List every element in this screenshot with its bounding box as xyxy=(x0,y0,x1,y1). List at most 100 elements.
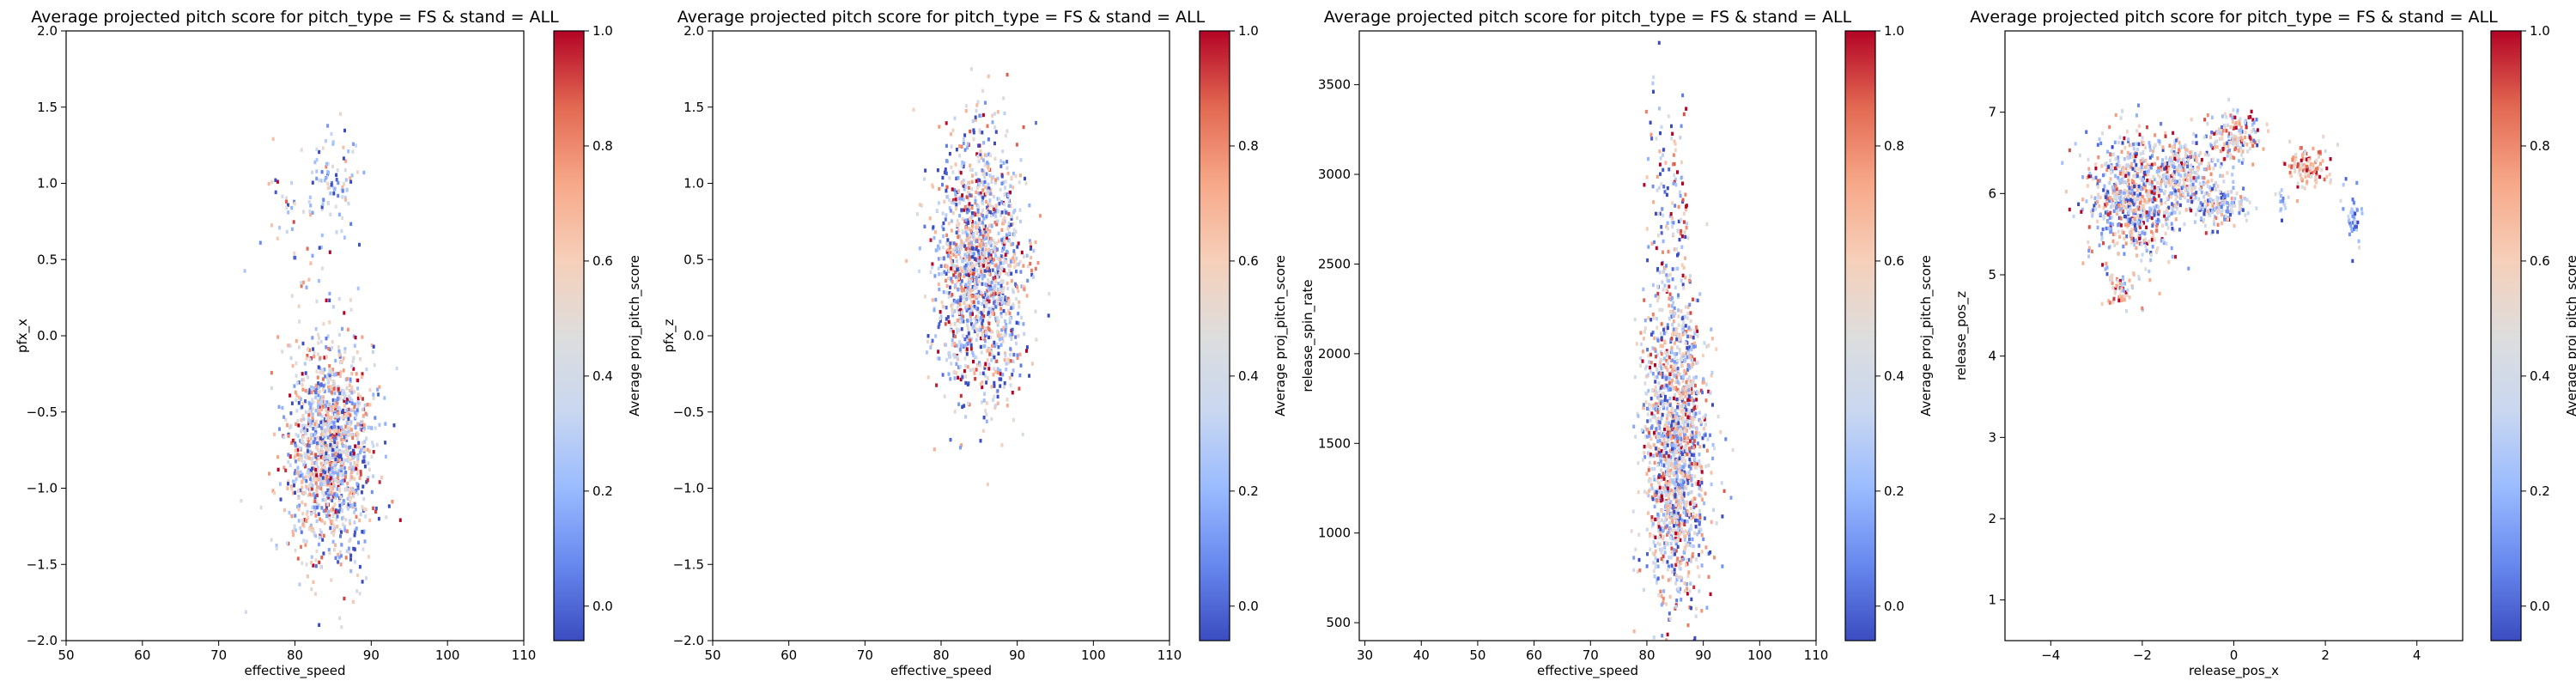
heatmap-cell xyxy=(958,347,962,352)
heatmap-cell xyxy=(1676,556,1680,561)
heatmap-cell xyxy=(1684,256,1686,260)
heatmap-cell xyxy=(2086,175,2089,179)
heatmap-cell xyxy=(993,263,996,267)
heatmap-cell xyxy=(300,418,303,423)
heatmap-cell xyxy=(1677,333,1680,338)
heatmap-cell xyxy=(311,505,314,509)
heatmap-cell xyxy=(967,401,970,405)
heatmap-cell xyxy=(969,288,972,292)
heatmap-cell xyxy=(981,221,984,225)
heatmap-cell xyxy=(347,201,350,206)
heatmap-cell xyxy=(972,128,975,132)
heatmap-cell xyxy=(958,243,962,247)
heatmap-cell xyxy=(1000,238,1004,242)
heatmap-cell xyxy=(293,384,296,388)
heatmap-cell xyxy=(959,237,963,241)
heatmap-cell xyxy=(1647,316,1650,320)
heatmap-cell xyxy=(996,333,999,338)
heatmap-cell xyxy=(323,465,326,470)
heatmap-cell xyxy=(1692,511,1695,515)
heatmap-cell xyxy=(983,291,987,295)
heatmap-cell xyxy=(972,137,975,142)
colorbar-tick-label: 0.0 xyxy=(592,599,613,614)
heatmap-cell xyxy=(1709,433,1711,437)
heatmap-cell xyxy=(987,362,991,367)
heatmap-cell xyxy=(966,382,969,386)
heatmap-cell xyxy=(345,458,349,463)
heatmap-cell xyxy=(999,288,1001,293)
heatmap-cell xyxy=(301,511,305,516)
heatmap-cell xyxy=(1004,133,1007,138)
heatmap-cell xyxy=(348,466,351,471)
heatmap-cell xyxy=(969,322,973,326)
heatmap-cell xyxy=(1668,214,1672,218)
heatmap-cell xyxy=(1709,391,1712,395)
heatmap-cell xyxy=(957,222,961,227)
heatmap-cell xyxy=(1684,534,1687,538)
heatmap-cell xyxy=(976,210,980,214)
heatmap-cell xyxy=(308,487,312,492)
heatmap-cell xyxy=(294,459,297,464)
heatmap-cell xyxy=(1642,337,1645,341)
heatmap-cell xyxy=(331,164,335,169)
heatmap-cell xyxy=(356,400,360,404)
heatmap-cell xyxy=(318,178,321,183)
heatmap-cell xyxy=(982,261,986,265)
heatmap-cell xyxy=(267,181,270,186)
heatmap-cell xyxy=(971,301,975,305)
heatmap-cell xyxy=(1656,338,1660,343)
heatmap-cell xyxy=(344,556,348,560)
heatmap-cell xyxy=(1674,446,1676,451)
heatmap-cell xyxy=(945,233,949,238)
heatmap-cell xyxy=(283,508,286,513)
heatmap-cell xyxy=(317,440,320,444)
heatmap-cell xyxy=(1002,286,1005,290)
heatmap-cell xyxy=(1670,337,1674,341)
heatmap-cell xyxy=(939,240,942,244)
heatmap-cell xyxy=(321,377,325,381)
heatmap-cell xyxy=(300,283,303,289)
heatmap-cell xyxy=(350,401,354,405)
heatmap-cell xyxy=(368,403,372,407)
heatmap-cell xyxy=(355,482,359,486)
heatmap-cell xyxy=(1648,430,1651,435)
heatmap-cell xyxy=(363,447,366,452)
heatmap-cell xyxy=(963,241,965,246)
heatmap-cell xyxy=(927,334,930,338)
heatmap-cell xyxy=(1690,453,1693,457)
heatmap-cell xyxy=(297,423,301,428)
heatmap-cell xyxy=(1683,445,1686,450)
heatmap-cell xyxy=(304,475,307,479)
heatmap-cell xyxy=(975,294,979,299)
heatmap-cell xyxy=(1720,481,1723,485)
heatmap-cell xyxy=(969,295,972,300)
heatmap-cell xyxy=(1010,306,1013,310)
heatmap-cell xyxy=(1664,518,1668,522)
heatmap-cell xyxy=(326,493,330,497)
heatmap-cell xyxy=(1632,568,1636,572)
heatmap-cell xyxy=(310,451,313,455)
heatmap-cell xyxy=(1668,555,1671,560)
heatmap-cell xyxy=(1704,382,1708,386)
heatmap-cell xyxy=(1692,390,1695,394)
heatmap-cell xyxy=(307,483,311,488)
heatmap-cell xyxy=(1677,323,1680,327)
heatmap-cell xyxy=(1656,317,1658,321)
heatmap-cell xyxy=(1683,463,1686,467)
heatmap-cell xyxy=(305,539,308,544)
heatmap-cell xyxy=(307,493,310,497)
heatmap-cell xyxy=(350,433,354,437)
heatmap-cell xyxy=(1691,500,1694,504)
heatmap-cell xyxy=(1661,374,1664,380)
heatmap-cell xyxy=(934,334,938,338)
heatmap-cell xyxy=(1667,469,1670,474)
heatmap-cell xyxy=(1650,404,1653,408)
heatmap-cell xyxy=(970,294,974,299)
heatmap-cell xyxy=(1665,288,1668,293)
heatmap-cell xyxy=(939,310,942,314)
heatmap-cell xyxy=(331,433,335,437)
heatmap-cell xyxy=(335,452,337,456)
heatmap-cell xyxy=(2123,145,2127,150)
heatmap-cell xyxy=(1688,274,1692,278)
heatmap-cell xyxy=(975,172,977,176)
